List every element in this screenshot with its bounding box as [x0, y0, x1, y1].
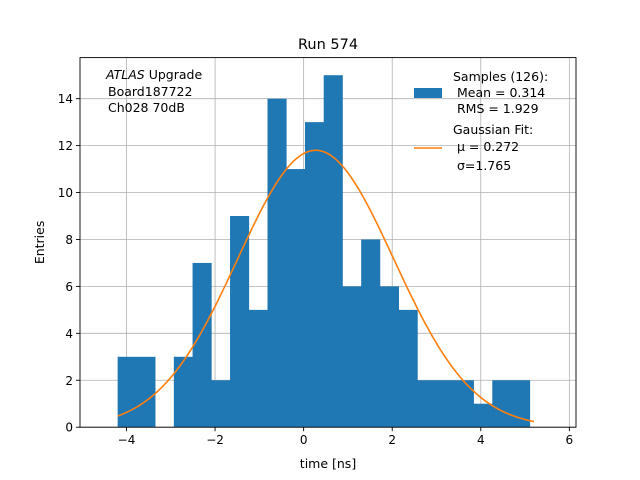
y-axis-ticks: 0 2 4 6 8 10 12 14	[58, 92, 80, 435]
y-tick-label: 14	[58, 92, 73, 106]
histogram-bar	[361, 239, 381, 428]
histogram-bar	[398, 309, 418, 428]
annotation-upgrade: Upgrade	[145, 67, 203, 82]
y-tick-label: 12	[58, 139, 73, 153]
histogram-bar	[286, 169, 306, 428]
annotation: ATLAS Upgrade Board187722 Ch028 70dB	[105, 67, 202, 115]
legend: Samples (126): Mean = 0.314 RMS = 1.929 …	[0, 0, 576, 173]
histogram-bar	[248, 309, 268, 428]
gaussian-fit-curve	[117, 149, 535, 423]
histogram-bar	[379, 286, 399, 428]
y-tick-label: 10	[58, 186, 73, 200]
x-axis-ticks: −4 −2 0 2 4 6	[118, 427, 574, 447]
y-tick-label: 6	[65, 280, 73, 294]
gaussian-fit	[117, 149, 535, 423]
annotation-line-2: Board187722	[108, 84, 192, 99]
x-tick-label: 0	[300, 433, 308, 447]
legend-fit-line-2: μ = 0.272	[453, 139, 519, 154]
histogram-bar	[267, 98, 287, 428]
legend-fit-line-1: Gaussian Fit:	[453, 122, 533, 137]
histogram-bar	[117, 356, 137, 428]
legend-samples-line-2: Mean = 0.314	[453, 85, 545, 100]
x-tick-label: 4	[477, 433, 485, 447]
legend-samples-text: Samples (126): Mean = 0.314 RMS = 1.929	[0, 0, 576, 116]
legend-fit-line-3: σ=1.765	[453, 158, 511, 173]
chart-title: Run 574	[298, 37, 358, 53]
histogram-bar	[436, 380, 456, 428]
x-tick-label: 2	[388, 433, 396, 447]
histogram-bar	[192, 262, 212, 428]
y-tick-label: 2	[65, 374, 73, 388]
legend-samples-line-3: RMS = 1.929	[453, 101, 539, 116]
y-tick-label: 0	[65, 421, 73, 435]
histogram-bar	[173, 356, 193, 428]
x-tick-label: 6	[566, 433, 574, 447]
annotation-atlas: ATLAS	[105, 67, 145, 82]
histogram-bar	[323, 75, 343, 428]
legend-fit-text: Gaussian Fit: μ = 0.272 σ=1.765	[0, 0, 561, 173]
y-tick-label: 8	[65, 233, 73, 247]
histogram-bar	[136, 356, 156, 428]
histogram-bar	[230, 216, 250, 428]
x-tick-label: −4	[118, 433, 136, 447]
y-tick-label: 4	[65, 327, 73, 341]
histogram-bar	[211, 380, 231, 428]
x-tick-label: −2	[206, 433, 224, 447]
plot-frame	[79, 57, 577, 428]
histogram-bar	[454, 380, 474, 428]
histogram-bar	[417, 380, 437, 428]
histogram-bars	[117, 75, 531, 428]
legend-samples-line-1: Samples (126):	[453, 69, 548, 84]
histogram-bar	[492, 380, 512, 428]
histogram-bar	[342, 286, 362, 428]
x-axis-label: time [ns]	[300, 456, 356, 471]
histogram-bar	[304, 122, 325, 428]
annotation-line-1: ATLAS Upgrade	[105, 67, 202, 82]
legend-samples-swatch	[414, 88, 442, 98]
annotation-line-3: Ch028 70dB	[108, 100, 185, 115]
histogram-bar	[511, 380, 531, 428]
histogram-bar	[473, 403, 493, 428]
y-axis-label: Entries	[32, 221, 47, 265]
